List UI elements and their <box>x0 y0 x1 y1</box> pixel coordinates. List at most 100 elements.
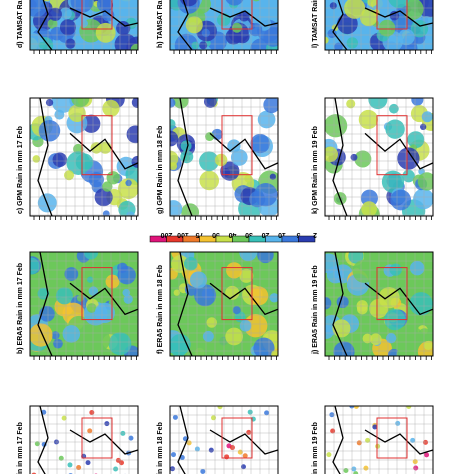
map-panel <box>170 406 278 474</box>
rain-blob <box>254 182 278 207</box>
rain-blob <box>389 103 399 114</box>
rain-blob <box>172 414 178 420</box>
rain-blob <box>263 27 278 47</box>
rain-blob <box>62 325 81 343</box>
rain-blob <box>102 210 110 216</box>
rain-blob <box>191 41 200 50</box>
rain-blob <box>327 29 337 39</box>
rain-blob <box>343 468 349 474</box>
colorbar-cell <box>298 235 316 243</box>
rain-blob <box>423 340 433 350</box>
coastline <box>177 406 278 474</box>
panel-frame <box>29 251 139 357</box>
rain-blob <box>239 268 254 283</box>
rain-blob <box>67 462 73 468</box>
coastline <box>37 98 138 216</box>
rain-blob <box>194 284 217 307</box>
map-panel <box>325 406 433 474</box>
rain-blob <box>365 437 371 443</box>
colorbar-label: 30 <box>245 231 253 238</box>
colorbar-label: 50 <box>212 231 220 238</box>
rain-blob <box>417 172 433 191</box>
study-box <box>221 267 253 321</box>
rain-blob <box>406 406 412 409</box>
study-box <box>221 115 253 176</box>
rain-blob <box>409 292 433 316</box>
rain-blob <box>354 150 372 168</box>
colorbar-label: 40 <box>229 231 237 238</box>
rain-blob <box>52 152 68 168</box>
rain-blob <box>269 293 278 303</box>
rain-blob <box>389 263 402 276</box>
panel-label: j) ERA5 Rain in mm 19 Feb <box>312 265 319 355</box>
rain-blob <box>263 98 278 114</box>
rain-blob <box>375 443 381 449</box>
panel-label: b) ERA5 Rain in mm 17 Feb <box>17 263 24 354</box>
rain-blob <box>326 266 345 284</box>
rain-blob <box>115 457 121 463</box>
rain-blob <box>217 13 231 27</box>
study-box <box>376 417 408 459</box>
rain-blob <box>45 98 54 107</box>
colorbar-label: 2 <box>313 231 317 238</box>
rain-blob <box>240 464 246 470</box>
rain-blob <box>71 98 90 108</box>
rain-blob <box>55 287 73 305</box>
panel-frame <box>169 0 279 51</box>
rain-blob <box>424 452 430 458</box>
rain-blob <box>326 452 332 458</box>
rain-blob <box>54 109 65 120</box>
rain-blob <box>88 286 99 296</box>
panel-frame <box>169 251 279 357</box>
rain-blob <box>346 99 356 109</box>
panel-label: Rain in mm 17 Feb <box>17 422 24 474</box>
rain-blob <box>206 317 217 328</box>
rain-blob <box>116 20 131 36</box>
rain-blob <box>208 447 214 453</box>
rain-blob <box>350 153 358 161</box>
rain-blob <box>85 460 91 466</box>
panel-label: Rain in mm 18 Feb <box>157 422 164 474</box>
rain-blob <box>325 146 338 163</box>
rain-blob <box>170 452 176 458</box>
rain-blob <box>388 0 410 9</box>
rain-blob <box>94 188 113 207</box>
coastline <box>177 0 278 50</box>
rain-blob <box>247 409 253 415</box>
rain-blob <box>409 260 425 276</box>
panel-label: l) TAMSAT Rain in <box>312 0 319 48</box>
rain-blob <box>204 98 217 108</box>
rain-blob <box>170 466 175 472</box>
rain-blob <box>87 428 93 434</box>
rain-blob <box>395 420 401 426</box>
map-panel <box>325 252 433 356</box>
rain-blob <box>257 110 276 129</box>
rain-blob <box>407 131 425 149</box>
study-box <box>221 0 253 30</box>
rain-blob <box>361 201 377 216</box>
rain-blob <box>419 123 427 131</box>
rain-blob <box>173 289 180 296</box>
rain-blob <box>330 428 336 434</box>
rain-blob <box>408 283 421 296</box>
rain-blob <box>128 435 134 441</box>
rain-blob <box>87 328 111 352</box>
rain-blob <box>102 181 113 192</box>
rain-blob <box>333 341 355 356</box>
colorbar-label: 20 <box>262 231 270 238</box>
rain-blob <box>104 421 110 427</box>
rain-blob <box>229 445 235 451</box>
rain-blob <box>242 453 248 459</box>
panel-frame <box>324 97 434 217</box>
colorbar-label: 100 <box>177 231 189 238</box>
coastline <box>177 98 278 216</box>
rain-blob <box>230 149 248 166</box>
rain-blob <box>199 151 219 172</box>
rain-blob <box>90 142 103 154</box>
rain-blob <box>225 285 240 300</box>
rain-blob <box>264 410 270 416</box>
rain-blob <box>170 98 176 108</box>
rain-blob <box>418 328 431 342</box>
rain-blob <box>421 111 433 123</box>
rain-blob <box>356 303 368 315</box>
